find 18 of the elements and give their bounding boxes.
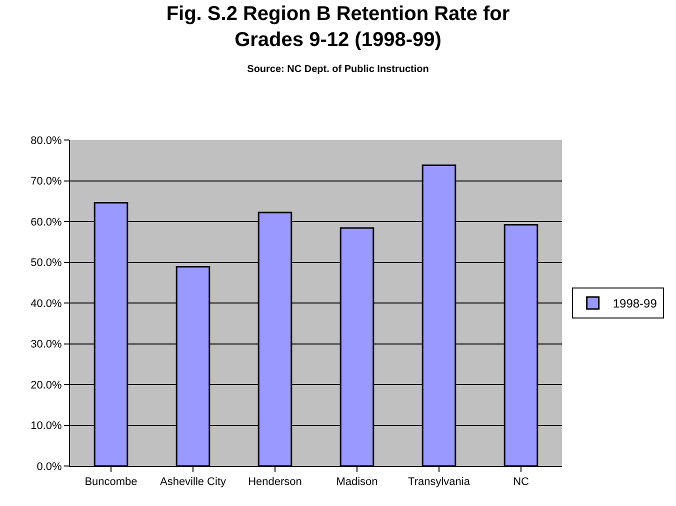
y-tick-label: 10.0%	[30, 420, 62, 432]
x-tick-label: NC	[513, 476, 529, 488]
x-tick-label: Asheville City	[160, 476, 227, 488]
x-tick-label: Transylvania	[408, 476, 471, 488]
x-tick-label: Henderson	[248, 476, 302, 488]
y-tick-label: 80.0%	[30, 134, 62, 147]
chart-subtitle: Source: NC Dept. of Public Instruction	[247, 64, 429, 76]
y-tick-label: 30.0%	[30, 338, 62, 351]
chart-title: Fig. S.2 Region B Retention Rate for Grades 9-12 (1998-99)	[166, 3, 510, 52]
y-tick-label: 0.0%	[36, 460, 62, 473]
legend-label: 1998-99	[612, 296, 658, 311]
y-tick-label: 60.0%	[30, 216, 62, 228]
y-tick-label: 70.0%	[30, 176, 62, 188]
x-tick-label: Buncombe	[84, 476, 138, 488]
y-tick-label: 50.0%	[30, 257, 62, 270]
y-tick-label: 20.0%	[30, 379, 62, 392]
x-tick-label: Madison	[336, 476, 378, 488]
y-tick-label: 40.0%	[30, 298, 62, 310]
